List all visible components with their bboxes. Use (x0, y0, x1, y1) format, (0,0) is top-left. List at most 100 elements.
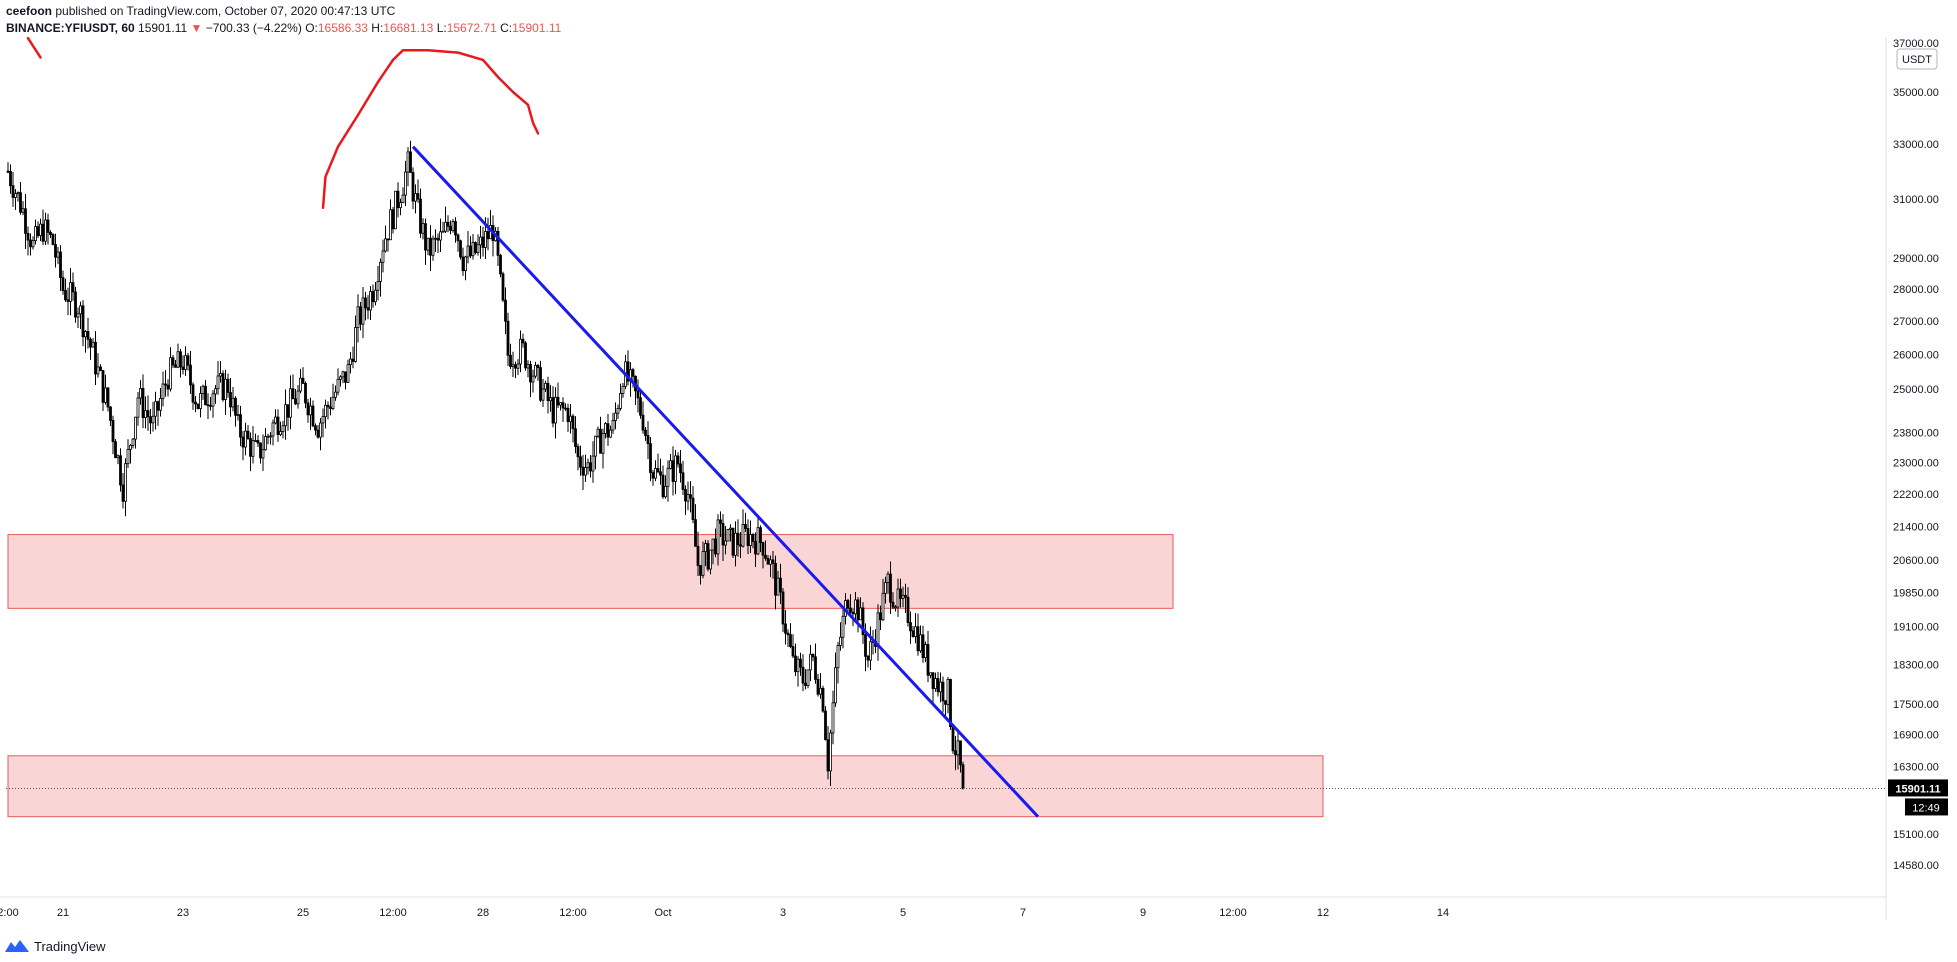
candle-down (9, 171, 12, 187)
candle-up (541, 388, 545, 401)
candle-down (344, 371, 347, 383)
candle-up (219, 373, 222, 377)
candle-down (521, 338, 525, 344)
candle-up (136, 397, 140, 418)
candle-down (501, 273, 505, 301)
candle-down (791, 646, 795, 657)
candle-up (924, 644, 927, 659)
candle-up (441, 230, 445, 233)
candle-up (279, 431, 282, 435)
candle-down (446, 221, 450, 227)
candle-up (236, 414, 240, 417)
candle-up (21, 208, 25, 213)
candle-up (756, 527, 760, 555)
price-tick-label: 29000.00 (1893, 253, 1939, 265)
candle-up (929, 672, 932, 676)
candle-down (249, 438, 252, 457)
candle-down (424, 223, 427, 251)
candle-up (296, 390, 300, 405)
time-tick-label: Oct (654, 907, 671, 919)
candle-up (406, 151, 410, 173)
ohlc-legend: BINANCE:YFIUSDT, 60 15901.11 ▼ −700.33 (… (6, 21, 561, 35)
candle-up (284, 404, 287, 427)
candle-down (679, 463, 682, 474)
countdown-value: 12:49 (1912, 802, 1940, 814)
candle-up (144, 410, 147, 418)
candle-up (309, 405, 312, 416)
candle-down (851, 611, 855, 615)
candle-up (251, 440, 255, 457)
candle-down (396, 190, 400, 209)
candle-down (106, 387, 110, 408)
candle-down (386, 238, 390, 241)
price-tick-label: 35000.00 (1893, 87, 1939, 99)
candle-down (864, 634, 867, 657)
price-zone[interactable] (7, 755, 1324, 818)
candle-down (256, 440, 260, 444)
candle-up (381, 250, 385, 263)
freehand-drawing[interactable] (26, 36, 42, 59)
candle-up (724, 540, 727, 546)
candle-up (244, 430, 247, 448)
candle-down (556, 396, 560, 406)
high-label: H: (371, 21, 384, 35)
price-tick-label: 14580.00 (1893, 860, 1939, 872)
candle-up (139, 388, 142, 399)
candle-down (681, 472, 685, 490)
candle-down (676, 455, 680, 465)
candle-up (341, 371, 345, 378)
candle-down (181, 366, 185, 370)
candle-up (586, 462, 590, 468)
candle-up (614, 412, 617, 421)
candle-down (786, 632, 790, 636)
candle-up (701, 551, 705, 576)
candle-down (429, 237, 432, 256)
candle-down (754, 541, 757, 555)
author-name[interactable]: ceefoon (6, 4, 53, 18)
price-axis[interactable]: 14580.00 15100.00 16300.00 16900.00 17500.00… (1893, 38, 1939, 872)
price-zone[interactable] (7, 534, 1174, 609)
candle-down (944, 700, 947, 705)
candle-down (46, 219, 50, 233)
candle-up (611, 420, 615, 431)
currency-badge[interactable]: USDT (1896, 48, 1938, 70)
candle-down (891, 601, 895, 608)
candle-up (876, 612, 880, 647)
candle-down (706, 543, 710, 570)
price-tick-label: 21400.00 (1893, 521, 1939, 533)
freehand-drawing[interactable] (321, 48, 540, 210)
candle-down (504, 299, 507, 322)
close-label: C: (500, 21, 513, 35)
trendline[interactable] (411, 145, 1040, 818)
candle-up (534, 364, 537, 377)
candle-down (606, 423, 610, 438)
price-tick-label: 16300.00 (1893, 762, 1939, 774)
candle-down (539, 367, 542, 401)
time-axis[interactable]: 2:00 21 23 25 12:00 28 12:00 Oct 3 5 7 9 12:00 12 14 (0, 907, 1449, 919)
footer-brand[interactable]: TradingView (4, 936, 106, 956)
candle-down (564, 407, 567, 410)
candle-down (801, 666, 805, 684)
candle-down (904, 594, 907, 598)
candle-up (289, 388, 292, 418)
plot-area[interactable] (6, 37, 1886, 897)
candle-up (479, 236, 482, 246)
candle-up (674, 455, 677, 482)
candle-down (639, 397, 642, 416)
symbol-label[interactable]: BINANCE:YFIUSDT, 60 (6, 21, 135, 35)
candle-up (369, 291, 372, 311)
candle-up (401, 194, 405, 204)
candle-down (209, 404, 212, 407)
candle-up (894, 606, 897, 609)
candle-down (926, 644, 930, 676)
candle-down (759, 527, 762, 544)
candle-down (99, 366, 102, 371)
candle-down (774, 562, 777, 596)
candle-up (666, 467, 670, 487)
candle-up (254, 440, 257, 442)
candle-down (856, 599, 860, 621)
candle-up (946, 679, 950, 705)
candle-up (271, 422, 275, 437)
candle-down (119, 455, 122, 486)
